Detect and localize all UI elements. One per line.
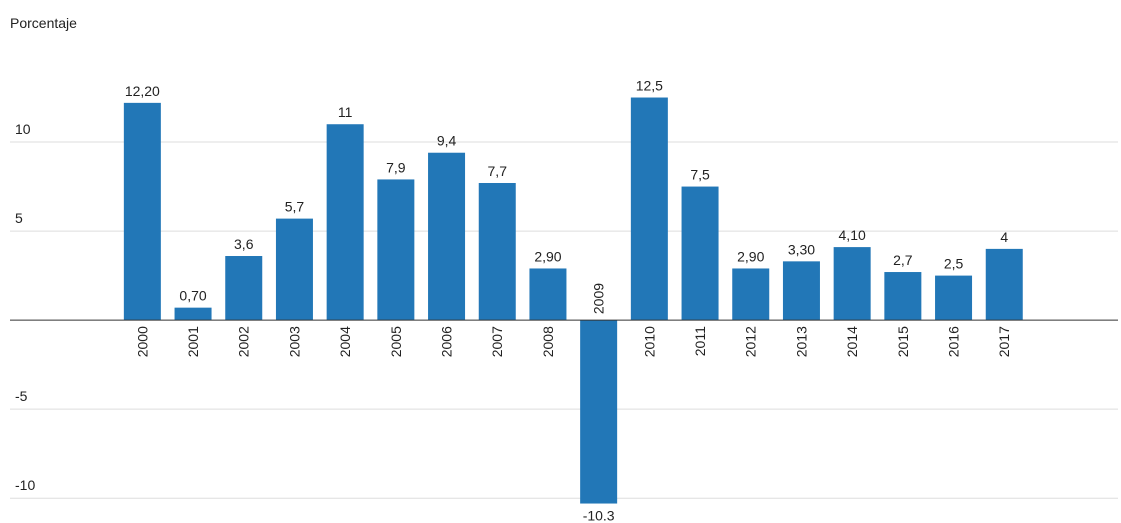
data-label: 7,9	[386, 159, 406, 175]
data-label: 11	[338, 104, 353, 120]
data-label: 3,30	[788, 241, 815, 257]
x-tick-label: 2001	[185, 326, 201, 357]
bar	[782, 261, 820, 321]
bar	[225, 256, 263, 321]
x-tick-label: 2011	[692, 326, 708, 356]
data-label: 7,5	[690, 167, 710, 183]
bar	[377, 179, 415, 321]
x-tick-label: 2002	[236, 326, 252, 357]
x-tick-label: 2010	[641, 326, 657, 357]
data-label: 12,20	[125, 83, 160, 99]
data-label: 7,7	[488, 163, 508, 179]
data-label: 9,4	[437, 133, 457, 149]
bar	[529, 268, 567, 321]
bar	[732, 268, 770, 321]
bar	[985, 248, 1023, 321]
bar	[174, 307, 212, 321]
data-label: 0,70	[179, 288, 206, 304]
x-tick-label: 2000	[134, 326, 150, 357]
bar	[123, 102, 161, 321]
bar	[478, 182, 516, 321]
data-label: 4,10	[839, 227, 866, 243]
data-label: 12,5	[636, 78, 663, 94]
data-label: 2,90	[534, 248, 561, 264]
bar	[884, 272, 922, 321]
bar	[275, 218, 313, 321]
x-tick-label: 2005	[388, 326, 404, 357]
y-tick-label: 10	[15, 121, 31, 137]
data-label: 3,6	[234, 236, 254, 252]
data-label: -10.3	[583, 508, 615, 523]
x-tick-label: 2004	[337, 326, 353, 357]
x-tick-label: 2017	[996, 326, 1012, 357]
x-tick-label: 2009	[591, 283, 607, 314]
bar	[681, 186, 719, 321]
bar	[630, 97, 668, 321]
x-tick-label: 2008	[540, 326, 556, 357]
x-tick-label: 2003	[286, 326, 302, 357]
data-label: 4	[1000, 229, 1008, 245]
x-tick-label: 2013	[793, 326, 809, 357]
x-tick-label: 2014	[844, 326, 860, 357]
bar	[833, 247, 871, 321]
y-tick-label: 5	[15, 210, 23, 226]
bar	[935, 275, 973, 321]
bar	[428, 152, 466, 321]
y-tick-label: -10	[15, 477, 35, 493]
data-label: 2,90	[737, 248, 764, 264]
y-tick-label: -5	[15, 388, 28, 404]
y-axis-label: Porcentaje	[10, 15, 77, 31]
bar	[580, 320, 618, 504]
x-tick-label: 2006	[439, 326, 455, 357]
data-label: 2,7	[893, 252, 913, 268]
x-tick-label: 2016	[946, 326, 962, 357]
x-tick-label: 2015	[895, 326, 911, 357]
bar	[326, 124, 364, 321]
data-label: 5,7	[285, 199, 305, 215]
x-tick-label: 2012	[743, 326, 759, 357]
data-label: 2,5	[944, 256, 964, 272]
x-tick-label: 2007	[489, 326, 505, 357]
